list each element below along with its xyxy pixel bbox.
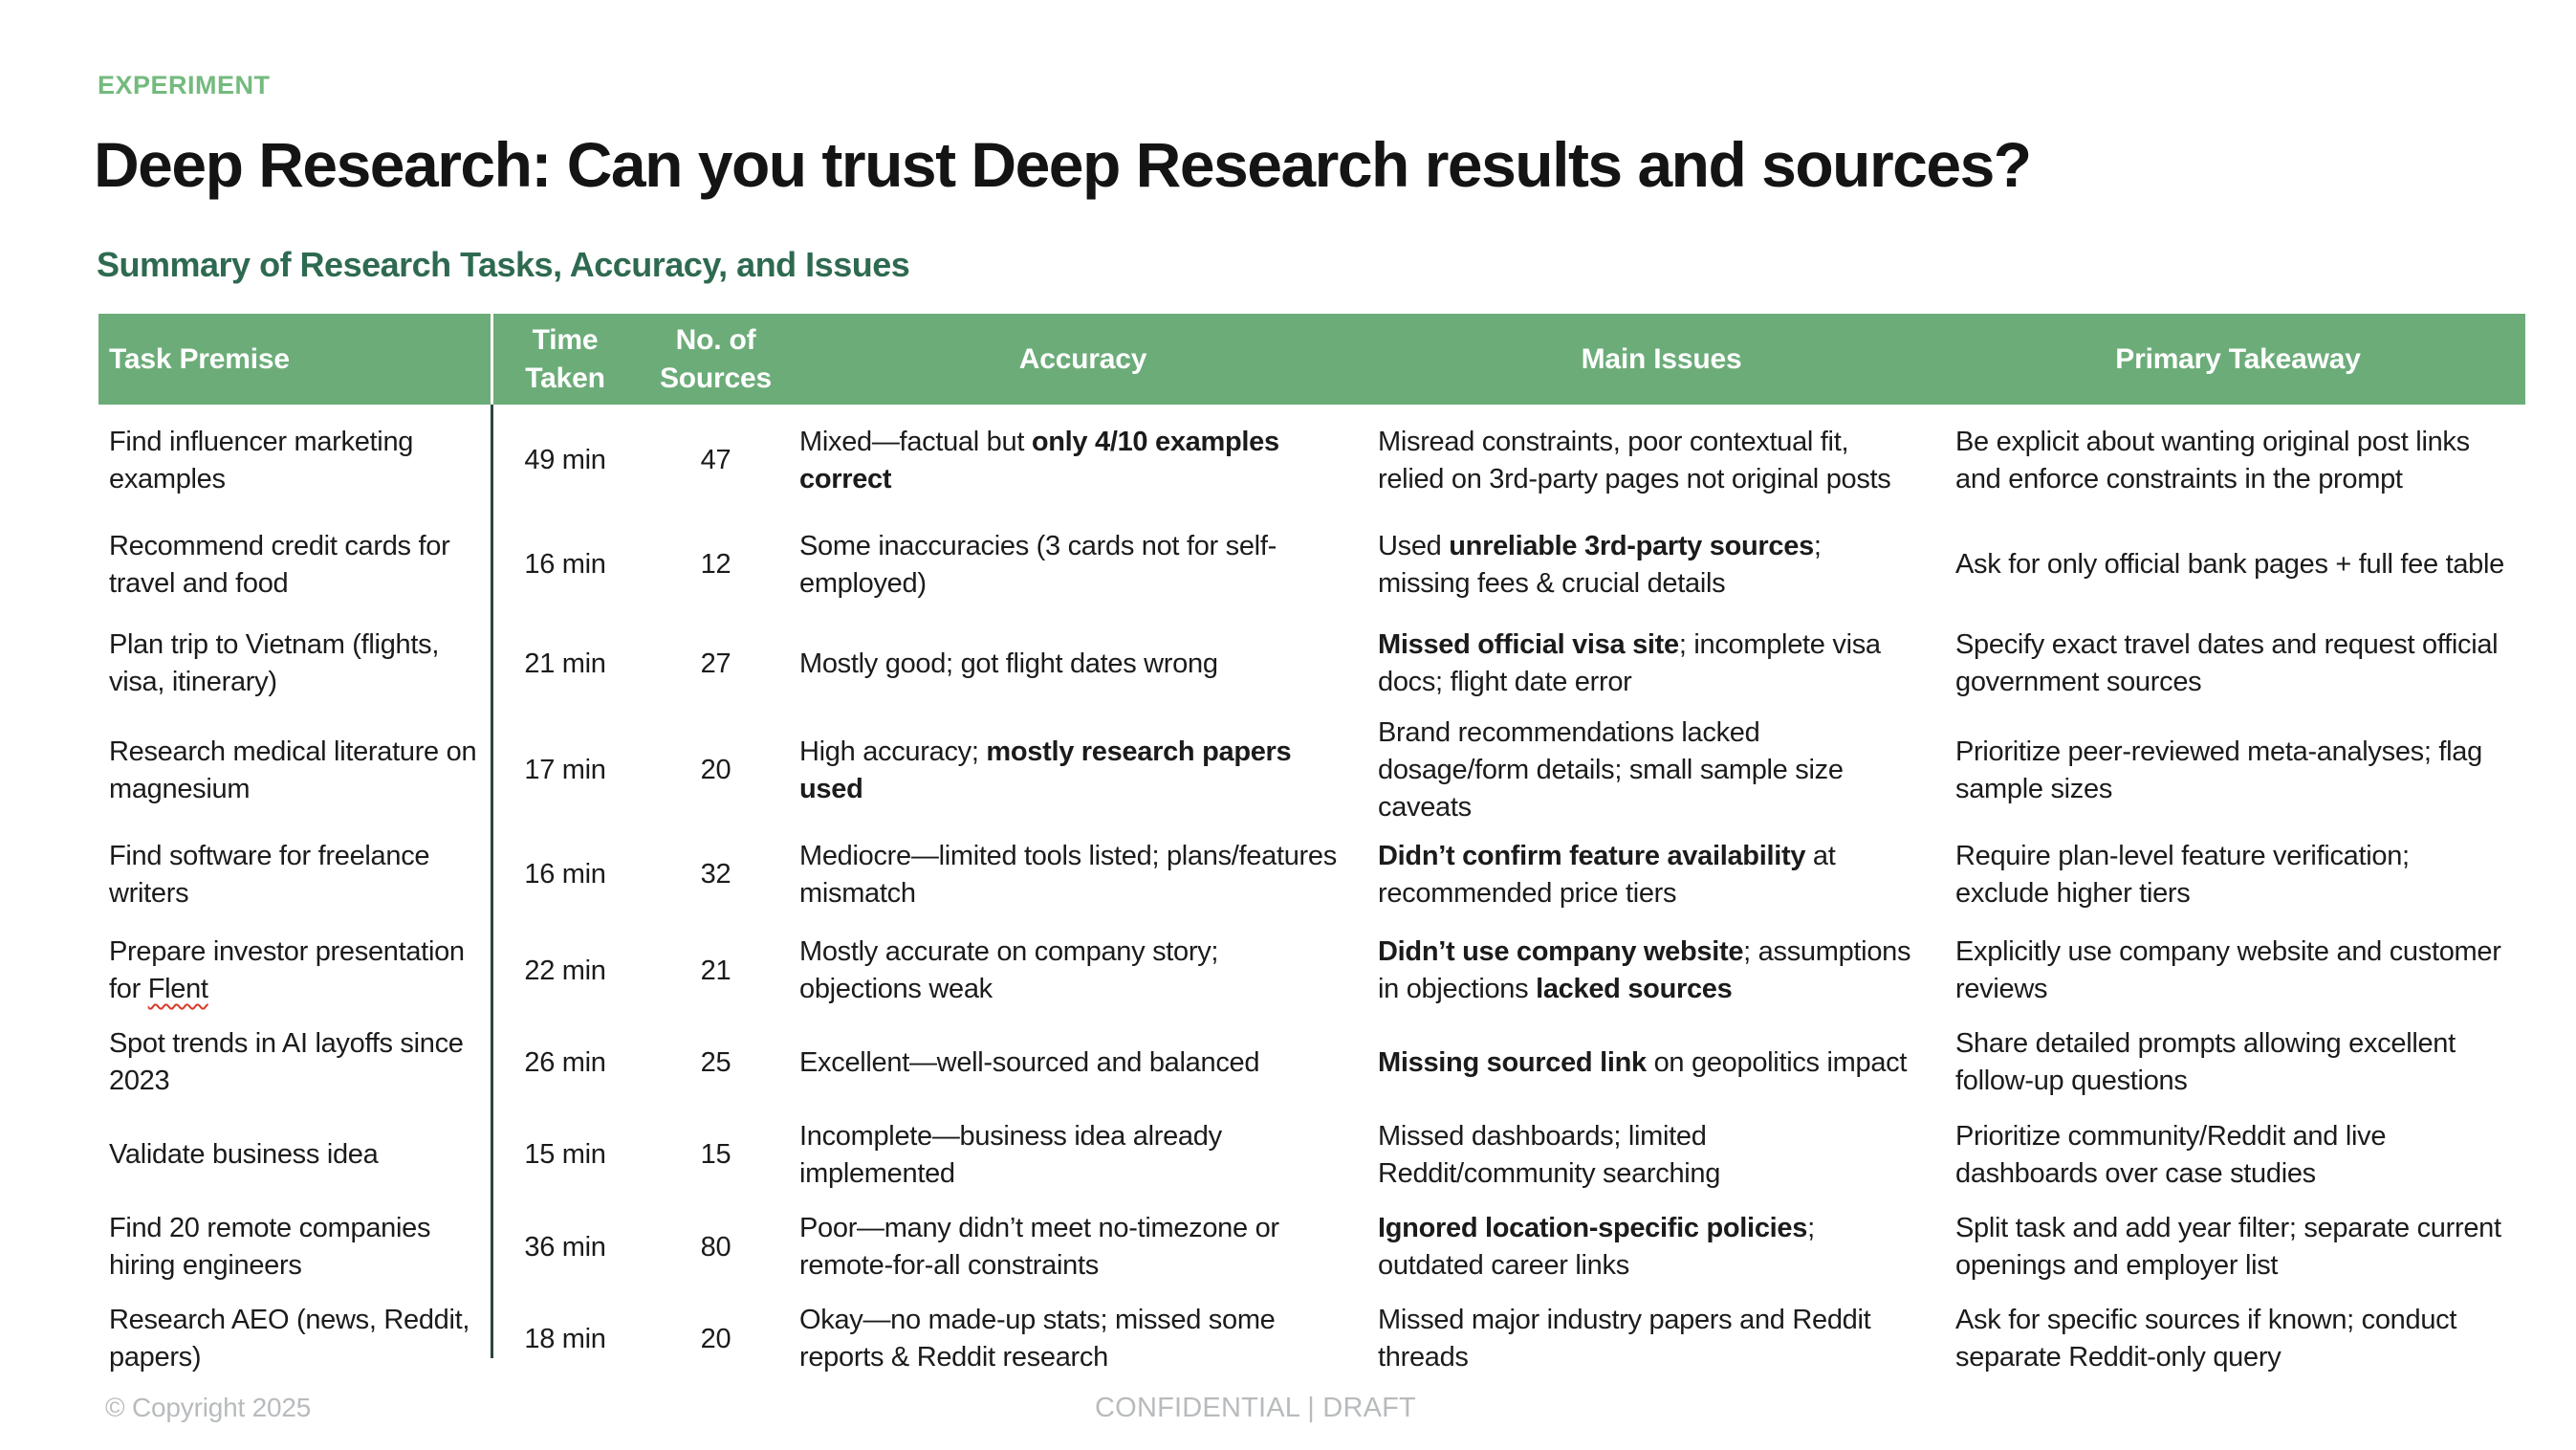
cell-takeaway: Ask for only official bank pages + full …: [1955, 549, 2504, 580]
cell-time: 21 min: [524, 648, 606, 679]
cell-issues: Missed major industry papers and Reddit …: [1378, 1305, 1871, 1373]
cell-premise: Spot trends in AI layoffs since 2023: [109, 1028, 464, 1096]
cell-time: 49 min: [524, 445, 606, 475]
slide-title: Deep Research: Can you trust Deep Resear…: [94, 129, 2032, 200]
cell-issues: Ignored location-specific policies; outd…: [1378, 1213, 1815, 1281]
cell-time: 16 min: [524, 859, 606, 890]
cell-accuracy: Incomplete—business idea already impleme…: [799, 1120, 1222, 1189]
cell-takeaway: Require plan-level feature verification;…: [1955, 840, 2410, 909]
col-header-accuracy: Accuracy: [1018, 342, 1147, 375]
body-column-divider: [491, 405, 493, 1358]
cell-premise: Prepare investor presentation for Flent: [109, 936, 465, 1004]
col-header-main-issues: Main Issues: [1581, 342, 1742, 375]
research-summary-table: Task Premise Time Taken No. of Sources A…: [98, 314, 2525, 1385]
cell-takeaway: Explicitly use company website and custo…: [1955, 936, 2501, 1004]
cell-issues: Missing sourced link on geopolitics impa…: [1378, 1046, 1908, 1078]
cell-sources: 32: [700, 859, 731, 890]
cell-premise: Research medical literature on magnesium: [109, 736, 477, 804]
cell-premise: Find software for freelance writers: [109, 840, 430, 909]
table-body: Find influencer marketing examples 49 mi…: [98, 405, 2525, 1385]
col-header-time-taken: Time Taken: [525, 323, 605, 394]
table-row: Plan trip to Vietnam (flights, visa, iti…: [98, 613, 2525, 714]
cell-issues: Used unreliable 3rd-party sources; missi…: [1378, 530, 1822, 599]
cell-sources: 21: [700, 955, 731, 986]
copyright-text: © Copyright 2025: [105, 1393, 312, 1422]
cell-takeaway: Specify exact travel dates and request o…: [1955, 629, 2499, 697]
table-header-row: Task Premise Time Taken No. of Sources A…: [98, 314, 2525, 405]
cell-premise: Find 20 remote companies hiring engineer…: [109, 1213, 431, 1281]
cell-premise: Recommend credit cards for travel and fo…: [109, 530, 450, 599]
cell-accuracy: Some inaccuracies (3 cards not for self-…: [799, 530, 1277, 599]
table-row: Find software for freelance writers 16 m…: [98, 824, 2525, 925]
cell-accuracy: Mediocre—limited tools listed; plans/fea…: [799, 840, 1337, 909]
cell-time: 16 min: [524, 549, 606, 580]
cell-sources: 25: [700, 1046, 731, 1078]
cell-time: 15 min: [524, 1139, 606, 1170]
table-section-heading: Summary of Research Tasks, Accuracy, and…: [97, 245, 910, 284]
cell-premise: Research AEO (news, Reddit, papers): [109, 1305, 470, 1373]
cell-accuracy: Mostly accurate on company story; object…: [799, 936, 1219, 1004]
table-row: Find influencer marketing examples 49 mi…: [98, 405, 2525, 516]
cell-takeaway: Ask for specific sources if known; condu…: [1955, 1305, 2457, 1373]
cell-time: 22 min: [524, 955, 606, 986]
cell-takeaway: Be explicit about wanting original post …: [1955, 426, 2470, 494]
cell-sources: 80: [700, 1231, 731, 1263]
cell-time: 18 min: [524, 1323, 606, 1354]
cell-accuracy: High accuracy; mostly research papers us…: [799, 736, 1292, 804]
cell-accuracy: Okay—no made-up stats; missed some repor…: [799, 1305, 1276, 1373]
eyebrow-label: EXPERIMENT: [98, 71, 271, 99]
col-header-primary-takeaway: Primary Takeaway: [2115, 342, 2361, 375]
cell-takeaway: Prioritize community/Reddit and live das…: [1955, 1120, 2387, 1189]
header-column-divider: [491, 314, 493, 405]
cell-time: 36 min: [524, 1231, 606, 1263]
table-row: Prepare investor presentation for Flent …: [98, 925, 2525, 1017]
cell-sources: 27: [700, 648, 731, 679]
cell-premise: Validate business idea: [109, 1139, 379, 1170]
table-row: Find 20 remote companies hiring engineer…: [98, 1201, 2525, 1293]
col-header-no-of-sources: No. of Sources: [660, 323, 772, 394]
col-header-task-premise: Task Premise: [109, 342, 290, 375]
table-row: Validate business idea 15 min 15 Incompl…: [98, 1109, 2525, 1201]
cell-issues: Missed dashboards; limited Reddit/commun…: [1378, 1120, 1721, 1189]
cell-sources: 20: [700, 755, 731, 785]
cell-sources: 12: [700, 549, 731, 580]
cell-takeaway: Share detailed prompts allowing excellen…: [1955, 1028, 2456, 1096]
cell-premise: Plan trip to Vietnam (flights, visa, iti…: [109, 629, 440, 697]
table-row: Research AEO (news, Reddit, papers) 18 m…: [98, 1293, 2525, 1385]
cell-accuracy: Excellent—well-sourced and balanced: [799, 1046, 1260, 1078]
cell-takeaway: Split task and add year filter; separate…: [1955, 1213, 2501, 1281]
table-row: Spot trends in AI layoffs since 2023 26 …: [98, 1017, 2525, 1109]
cell-sources: 15: [700, 1139, 731, 1170]
cell-time: 17 min: [524, 755, 606, 785]
cell-premise: Find influencer marketing examples: [109, 426, 414, 494]
cell-issues: Misread constraints, poor contextual fit…: [1378, 426, 1891, 494]
cell-takeaway: Prioritize peer-reviewed meta-analyses; …: [1955, 736, 2482, 804]
confidential-draft-text: CONFIDENTIAL | DRAFT: [1095, 1393, 1416, 1423]
cell-time: 26 min: [524, 1046, 606, 1078]
table-row: Research medical literature on magnesium…: [98, 714, 2525, 824]
cell-issues: Didn’t confirm feature availability at r…: [1378, 840, 1836, 909]
cell-accuracy: Mostly good; got flight dates wrong: [799, 648, 1218, 679]
table-row: Recommend credit cards for travel and fo…: [98, 516, 2525, 613]
cell-issues: Missed official visa site; incomplete vi…: [1378, 629, 1881, 697]
cell-issues: Didn’t use company website; assumptions …: [1378, 936, 1911, 1004]
cell-issues: Brand recommendations lacked dosage/form…: [1378, 717, 1844, 823]
cell-accuracy: Poor—many didn’t meet no-timezone or rem…: [799, 1213, 1279, 1281]
cell-sources: 20: [700, 1323, 731, 1354]
cell-sources: 47: [700, 445, 731, 475]
cell-accuracy: Mixed—factual but only 4/10 examples cor…: [799, 426, 1279, 494]
